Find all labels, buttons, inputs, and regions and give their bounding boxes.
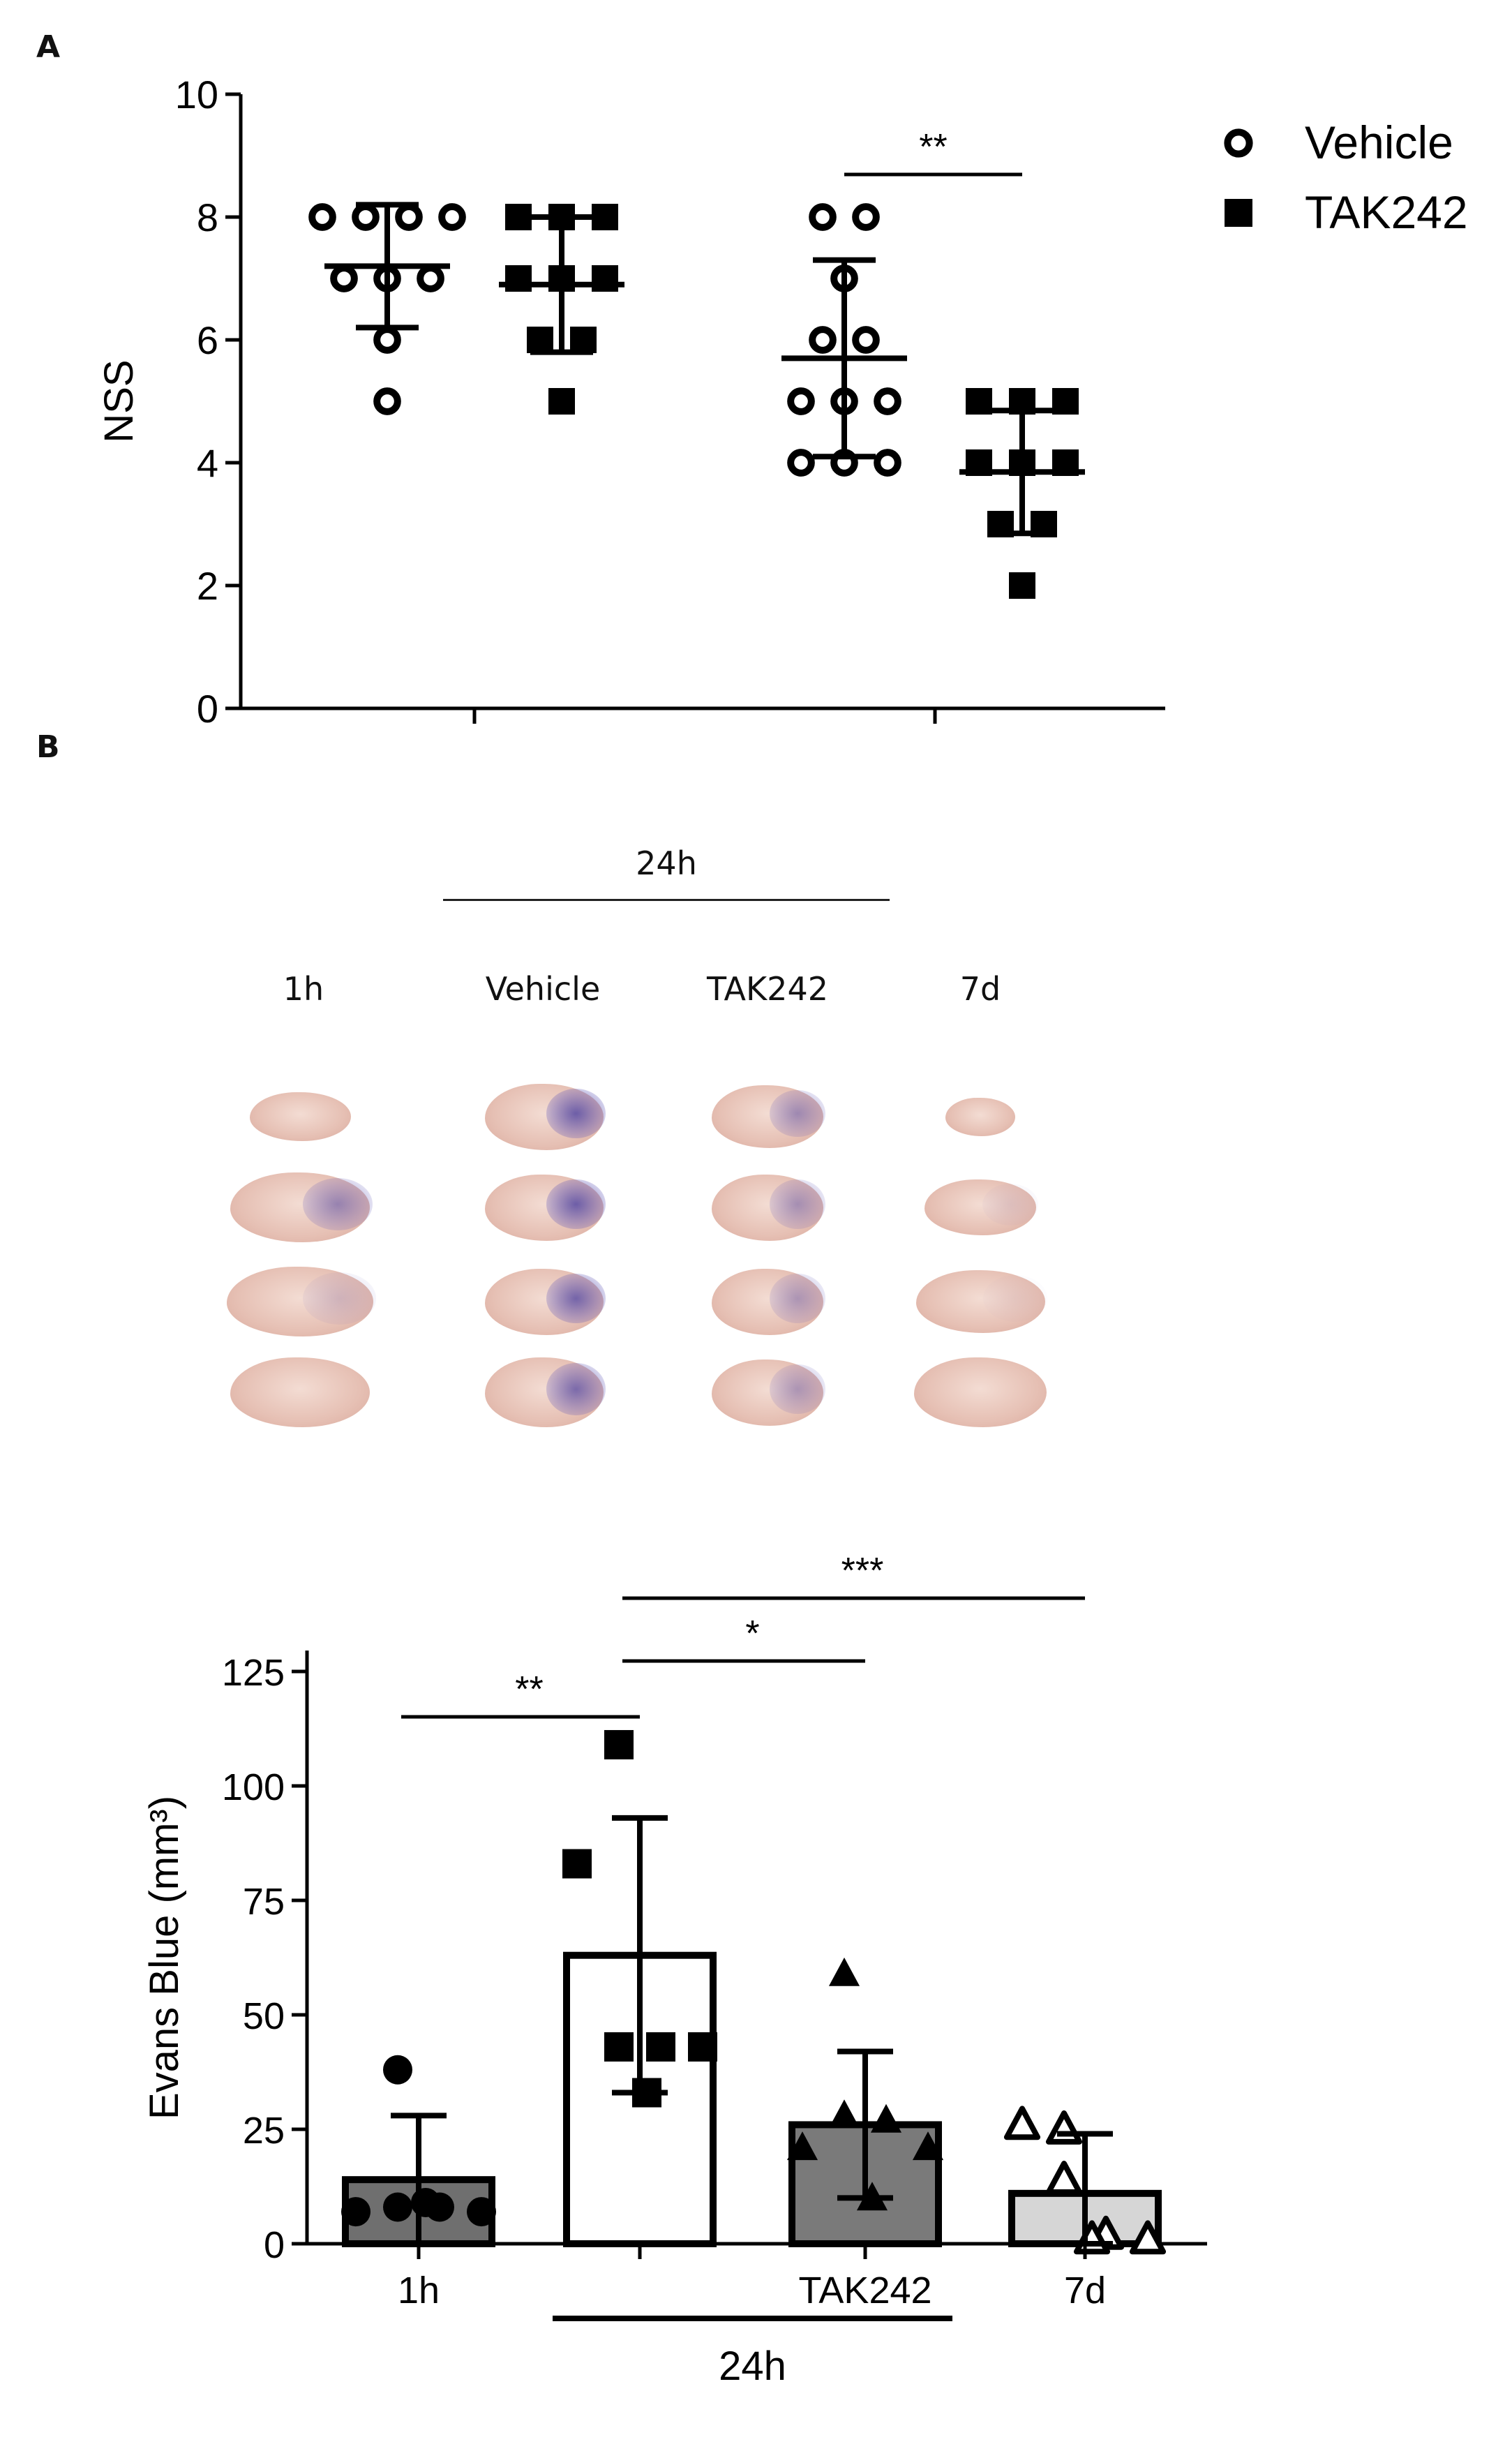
evans-y-tick-label: 75: [243, 1881, 285, 1923]
evans-data-point: [828, 1957, 860, 1986]
evans-blue-stain: [770, 1364, 826, 1414]
nss-y-axis-label: NSS: [96, 359, 142, 442]
evans-group-label: 24h: [719, 2344, 786, 2389]
evans-data-point: [467, 2197, 496, 2227]
evans-blue-stain: [770, 1089, 826, 1138]
evans-x-tick-label: 1h: [398, 2270, 440, 2311]
evans-data-point: [562, 1849, 592, 1879]
evans-y-axis-label: Evans Blue (mm³): [142, 1796, 187, 2120]
evans-data-point: [786, 2131, 818, 2161]
nss-data-point: [874, 387, 901, 415]
nss-y-tick-label: 10: [175, 73, 218, 117]
nss-y-tick-label: 4: [197, 441, 218, 485]
evans-data-point: [604, 2032, 634, 2062]
evans-y-tick-label: 50: [243, 1995, 285, 2037]
evans-data-point: [383, 2055, 412, 2085]
brain-column-label-7d: 7d: [959, 970, 1001, 1008]
nss-significance-label: **: [919, 127, 947, 167]
panel-a-label: A: [36, 29, 61, 65]
nss-data-point: [592, 204, 618, 230]
evans-data-point: [1045, 2161, 1083, 2196]
evans-x-tick-label: TAK242: [798, 2270, 931, 2311]
evans-y-tick-label: 100: [222, 1766, 285, 1808]
nss-data-point: [787, 387, 815, 415]
brain-group-header-24h: 24h: [636, 844, 697, 882]
evans-data-point: [1045, 2110, 1083, 2145]
nss-data-point: [852, 326, 880, 354]
evans-blue-stain: [982, 1184, 1039, 1226]
brain-group-header-line: [443, 899, 890, 901]
nss-data-point: [438, 203, 466, 231]
brain-slice-images: 24h 1h Vehicle TAK242 7d: [227, 844, 1048, 1427]
evans-data-point: [828, 2099, 860, 2129]
evans-significance-label: **: [515, 1669, 543, 1710]
evans-blue-stain: [303, 1177, 373, 1230]
brain-column-label-vehicle: Vehicle: [485, 970, 601, 1008]
brain-slice: [712, 1359, 823, 1426]
evans-data-point: [604, 1729, 634, 1759]
brain-slice: [925, 1179, 1036, 1235]
brain-slice: [712, 1085, 823, 1148]
nss-data-point: [874, 449, 901, 477]
evans-blue-stain: [770, 1179, 826, 1229]
brain-slice: [945, 1097, 1015, 1136]
brain-slice: [915, 1270, 1045, 1333]
brain-slice: [914, 1357, 1047, 1427]
evans-y-tick-label: 125: [222, 1652, 285, 1694]
evans-significance-label: ***: [841, 1551, 884, 1591]
evans-data-point: [912, 2131, 944, 2161]
nss-data-point: [505, 204, 532, 230]
nss-legend-label: TAK242: [1305, 186, 1468, 238]
evans-x-tick-label: 7d: [1064, 2270, 1106, 2311]
evans-blue-stain: [546, 1088, 606, 1138]
evans-data-point: [870, 2103, 902, 2133]
nss-legend-label: Vehicle: [1305, 117, 1453, 168]
evans-data-point: [646, 2032, 675, 2062]
brain-slice: [230, 1357, 370, 1427]
evans-data-point: [411, 2187, 440, 2217]
evans-data-point: [1003, 2106, 1041, 2140]
nss-y-tick-label: 2: [197, 564, 218, 608]
nss-data-point: [809, 203, 837, 231]
evans-data-point: [383, 2192, 412, 2222]
nss-data-point: [1052, 388, 1079, 415]
nss-y-tick-label: 0: [197, 687, 218, 731]
evans-blue-stain: [546, 1273, 606, 1323]
evans-blue-stain: [303, 1272, 377, 1325]
brain-column-label-tak242: TAK242: [707, 970, 828, 1008]
evans-blue-stain: [770, 1273, 826, 1323]
evans-y-tick-label: 25: [243, 2110, 285, 2152]
evans-blue-stain: [546, 1179, 606, 1229]
evans-data-point: [1129, 2220, 1167, 2255]
nss-y-tick-label: 6: [197, 318, 218, 362]
nss-data-point: [527, 327, 553, 353]
nss-data-point: [852, 203, 880, 231]
nss-legend-marker: [1225, 199, 1252, 227]
nss-data-point: [308, 203, 336, 231]
brain-slice: [712, 1174, 823, 1241]
brain-slice: [227, 1267, 373, 1336]
nss-data-point: [809, 326, 837, 354]
nss-data-point: [373, 387, 401, 415]
evans-data-point: [341, 2197, 370, 2227]
nss-legend-marker: [1224, 128, 1253, 158]
nss-data-point: [787, 449, 815, 477]
nss-data-point: [966, 388, 992, 415]
nss-data-point: [548, 388, 575, 415]
nss-y-tick-label: 8: [197, 195, 218, 239]
brain-column-label-1h: 1h: [283, 970, 324, 1008]
nss-data-point: [570, 327, 597, 353]
brain-slice: [249, 1092, 351, 1141]
evans-blue-stain: [546, 1362, 606, 1415]
nss-data-point: [1009, 572, 1035, 599]
evans-blue-stain: [982, 1274, 1048, 1323]
panel-b-label: B: [36, 729, 60, 765]
brain-slice: [712, 1268, 823, 1335]
nss-scatter-chart: 0 2 4 6 8 10 NSS ** Vehicle TAK242: [96, 73, 1468, 731]
evans-y-tick-label: 0: [264, 2224, 285, 2266]
evans-data-point: [688, 2032, 717, 2062]
evans-significance-label: *: [745, 1614, 759, 1654]
